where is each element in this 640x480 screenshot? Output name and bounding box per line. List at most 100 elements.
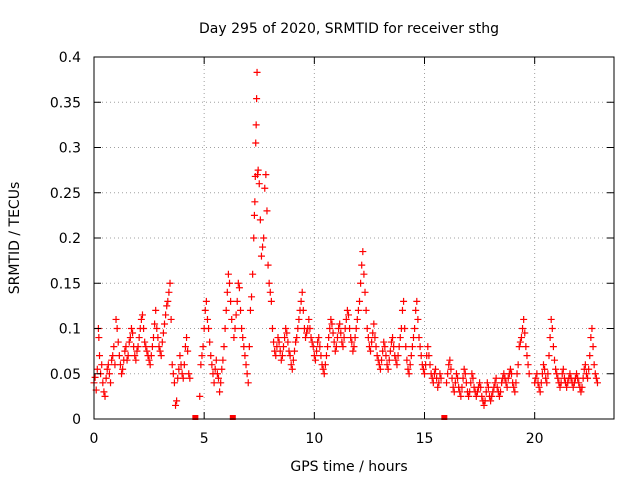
data-point xyxy=(469,374,477,382)
data-point xyxy=(362,306,370,314)
data-point xyxy=(514,361,522,369)
data-point xyxy=(403,356,411,364)
data-point xyxy=(166,279,174,287)
data-point xyxy=(293,334,301,342)
data-point xyxy=(563,383,571,391)
data-point xyxy=(113,325,121,332)
data-point xyxy=(402,343,410,351)
data-point xyxy=(476,379,484,387)
data-point xyxy=(91,373,99,381)
data-point xyxy=(517,334,525,342)
data-point xyxy=(180,361,188,369)
data-point xyxy=(483,379,491,387)
data-point xyxy=(545,352,553,360)
data-point xyxy=(205,325,213,332)
data-point xyxy=(358,261,366,269)
data-point xyxy=(261,184,269,192)
data-point xyxy=(371,334,379,342)
data-point xyxy=(252,139,260,147)
data-point xyxy=(178,370,186,378)
data-point xyxy=(380,338,388,346)
data-point xyxy=(316,343,324,351)
x-tick-label: 10 xyxy=(305,431,323,447)
data-point xyxy=(320,370,328,378)
data-point xyxy=(519,325,527,332)
y-tick-label: 0.1 xyxy=(59,322,81,338)
data-point xyxy=(309,343,317,351)
data-point xyxy=(121,347,129,355)
data-point xyxy=(310,352,318,360)
data-point xyxy=(385,356,393,364)
data-point xyxy=(222,306,230,314)
data-point xyxy=(480,401,488,409)
data-point xyxy=(277,356,285,364)
data-point xyxy=(201,306,209,314)
data-point xyxy=(587,334,595,342)
data-point xyxy=(593,379,601,387)
data-point xyxy=(266,288,274,296)
data-point xyxy=(127,325,135,332)
gap-markers xyxy=(192,415,448,420)
data-point xyxy=(93,365,101,373)
data-point xyxy=(314,338,322,346)
data-point xyxy=(259,243,267,251)
data-point xyxy=(569,383,577,391)
data-point xyxy=(169,370,177,378)
data-point xyxy=(294,325,302,332)
data-point xyxy=(375,361,383,369)
data-point xyxy=(105,370,113,378)
data-point xyxy=(253,68,261,76)
data-point xyxy=(250,234,258,242)
data-point xyxy=(372,343,380,351)
data-point xyxy=(460,365,468,373)
data-point xyxy=(342,315,350,323)
data-point xyxy=(142,343,150,351)
data-point xyxy=(283,329,291,337)
data-point xyxy=(383,361,391,369)
data-point xyxy=(227,297,235,305)
data-point xyxy=(419,365,427,373)
data-point xyxy=(559,365,567,373)
data-marks xyxy=(90,68,601,409)
data-point xyxy=(132,356,140,364)
data-point xyxy=(349,347,357,355)
data-point xyxy=(221,325,229,332)
data-point xyxy=(434,383,442,391)
data-point xyxy=(421,370,429,378)
data-point xyxy=(129,329,137,337)
data-point xyxy=(118,370,126,378)
data-point xyxy=(491,379,499,387)
data-point xyxy=(581,361,589,369)
data-point xyxy=(186,374,194,382)
data-point xyxy=(172,401,180,409)
data-point xyxy=(181,343,189,351)
data-point xyxy=(306,325,314,332)
axis-ticks: 0 0.05 0.1 0.15 0.2 0.25 0.3 0.35 0.4 0 5 10 15 20 xyxy=(50,50,614,447)
data-point xyxy=(322,352,330,360)
data-point xyxy=(243,370,251,378)
data-point xyxy=(452,370,460,378)
data-point xyxy=(295,315,303,323)
data-point xyxy=(161,320,169,328)
data-point xyxy=(435,379,443,387)
data-point xyxy=(115,352,123,360)
data-point xyxy=(365,343,373,351)
data-point xyxy=(183,334,191,342)
data-point xyxy=(151,320,159,328)
data-point xyxy=(248,293,256,301)
data-point xyxy=(124,352,132,360)
data-point xyxy=(394,352,402,360)
data-point xyxy=(357,279,365,287)
data-point xyxy=(233,297,241,305)
data-point xyxy=(165,288,173,296)
data-point xyxy=(211,365,219,373)
data-point xyxy=(586,352,594,360)
data-point xyxy=(536,388,544,396)
data-point xyxy=(162,311,170,319)
data-point xyxy=(416,343,424,351)
data-point xyxy=(393,361,401,369)
data-point xyxy=(123,356,131,364)
data-point xyxy=(348,338,356,346)
data-point xyxy=(163,302,171,310)
data-point xyxy=(278,352,286,360)
